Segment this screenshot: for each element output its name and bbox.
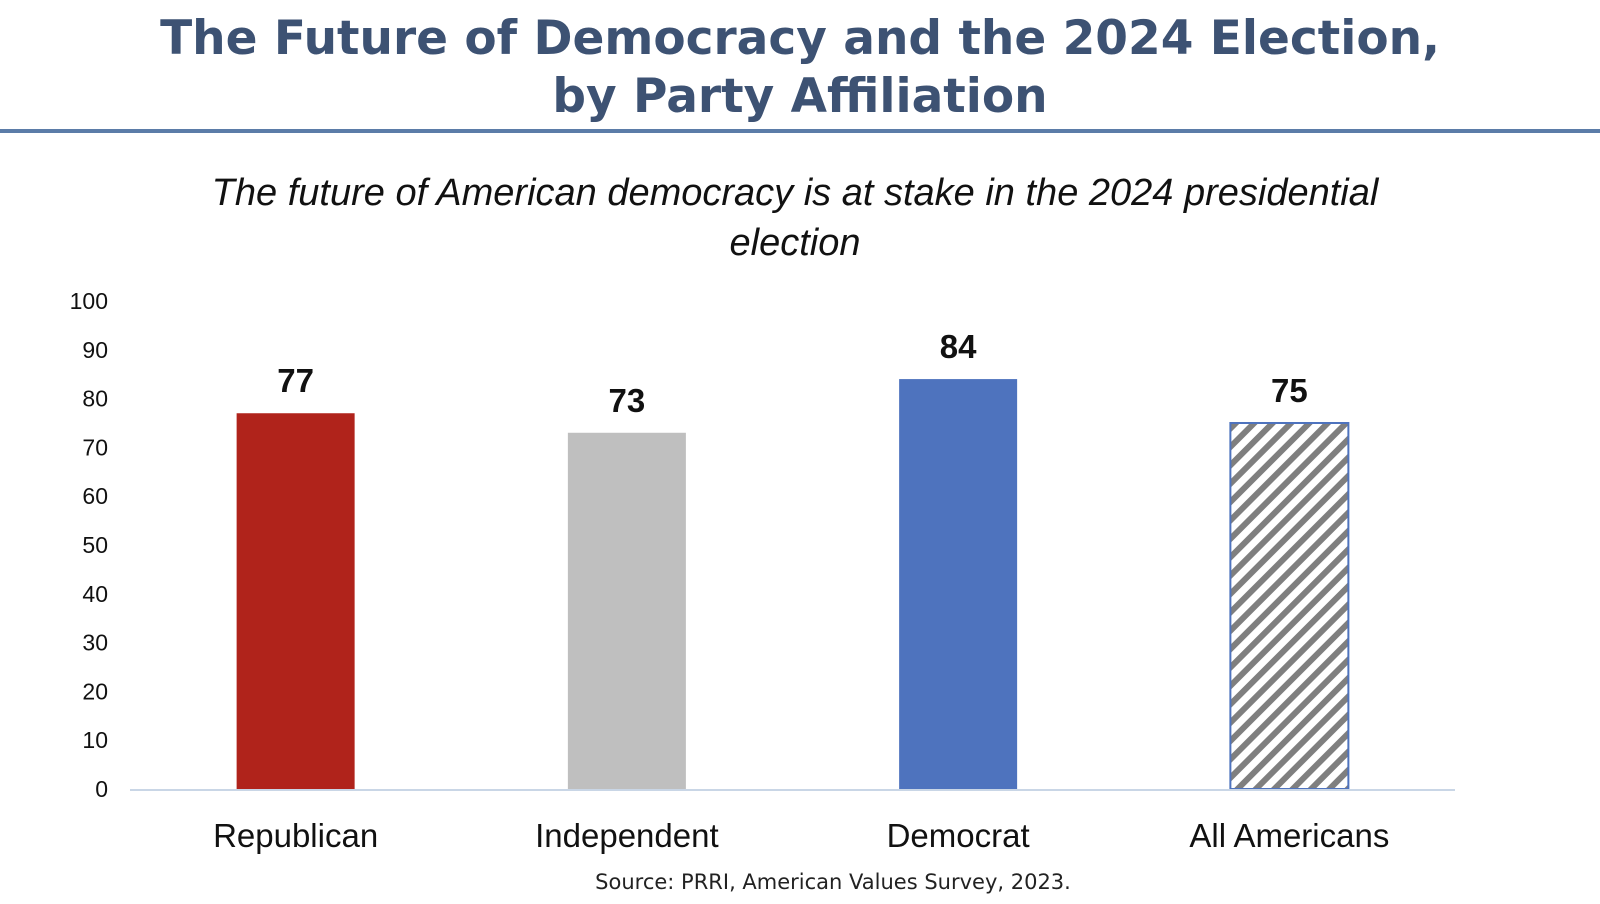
y-tick-label: 30 [82, 630, 108, 656]
source-note: Source: PRRI, American Values Survey, 20… [595, 870, 1071, 894]
data-label: 75 [1271, 372, 1308, 409]
y-tick-label: 70 [82, 434, 108, 460]
data-label: 77 [277, 362, 314, 399]
title-divider [0, 129, 1600, 133]
bar-series [236, 379, 1350, 790]
x-tick-label: All Americans [1189, 817, 1389, 854]
chart-title-line-2: by Party Affiliation [552, 69, 1048, 124]
y-tick-label: 40 [82, 581, 108, 607]
y-tick-label: 90 [82, 337, 108, 363]
data-labels: 77 73 84 75 [277, 328, 1307, 419]
x-tick-label: Independent [535, 817, 719, 854]
y-tick-label: 10 [82, 727, 108, 753]
y-tick-label: 0 [95, 776, 108, 802]
data-label: 84 [940, 328, 977, 365]
y-tick-label: 100 [70, 288, 108, 314]
chart-title-line-1: The Future of Democracy and the 2024 Ele… [160, 11, 1440, 66]
chart-subtitle-line-1: The future of American democracy is at s… [211, 172, 1379, 214]
bar-all-americans [1229, 422, 1350, 790]
y-tick-label: 50 [82, 532, 108, 558]
bar-republican [236, 413, 355, 789]
y-axis: 0 10 20 30 40 50 60 70 80 90 100 [70, 288, 108, 802]
data-label: 73 [609, 382, 646, 419]
chart-title: The Future of Democracy and the 2024 Ele… [0, 10, 1600, 126]
y-tick-label: 20 [82, 678, 108, 704]
x-axis: Republican Independent Democrat All America… [213, 817, 1389, 854]
x-tick-label: Republican [213, 817, 378, 854]
chart-subtitle-line-2: election [729, 222, 861, 264]
y-tick-label: 80 [82, 386, 108, 412]
bar-democrat [899, 379, 1018, 789]
y-tick-label: 60 [82, 483, 108, 509]
bar-independent [567, 432, 686, 789]
chart-subtitle: The future of American democracy is at s… [130, 168, 1460, 268]
x-tick-label: Democrat [887, 817, 1030, 854]
